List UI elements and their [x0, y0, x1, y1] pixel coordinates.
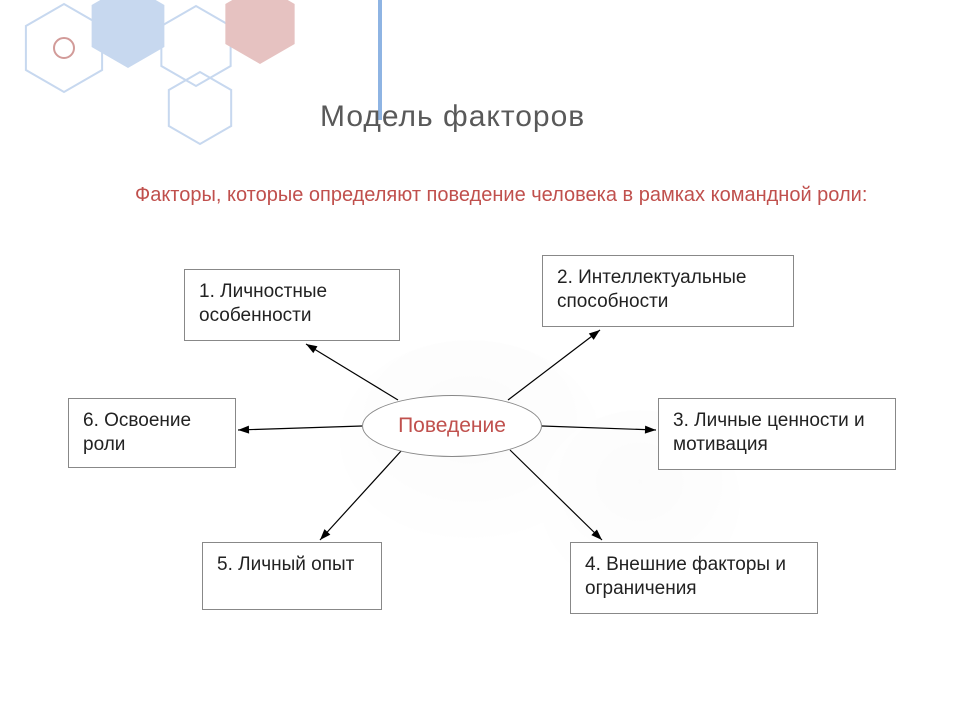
- factor-box-4: 4. Внешние факторы и ограничения: [570, 542, 818, 614]
- factor-box-3: 3. Личные ценности и мотивация: [658, 398, 896, 470]
- decor-hexagons: [0, 0, 340, 170]
- factor-box-1: 1. Личностные особенности: [184, 269, 400, 341]
- factor-box-6: 6. Освоение роли: [68, 398, 236, 468]
- title-wrap: Модель факторов: [320, 100, 585, 134]
- factor-label: 6. Освоение роли: [83, 410, 191, 455]
- factor-label: 2. Интеллектуальные способности: [557, 267, 746, 312]
- factor-label: 4. Внешние факторы и ограничения: [585, 554, 786, 599]
- center-node: Поведение: [362, 395, 542, 457]
- factor-label: 1. Личностные особенности: [199, 281, 327, 326]
- factor-label: 5. Личный опыт: [217, 554, 354, 575]
- factor-box-2: 2. Интеллектуальные способности: [542, 255, 794, 327]
- factor-label: 3. Личные ценности и мотивация: [673, 410, 865, 455]
- factor-box-5: 5. Личный опыт: [202, 542, 382, 610]
- page-title: Модель факторов: [320, 100, 585, 134]
- diagram-stage: Модель факторов Факторы, которые определ…: [0, 0, 960, 720]
- subtitle: Факторы, которые определяют поведение че…: [135, 182, 880, 208]
- center-node-label: Поведение: [398, 414, 506, 438]
